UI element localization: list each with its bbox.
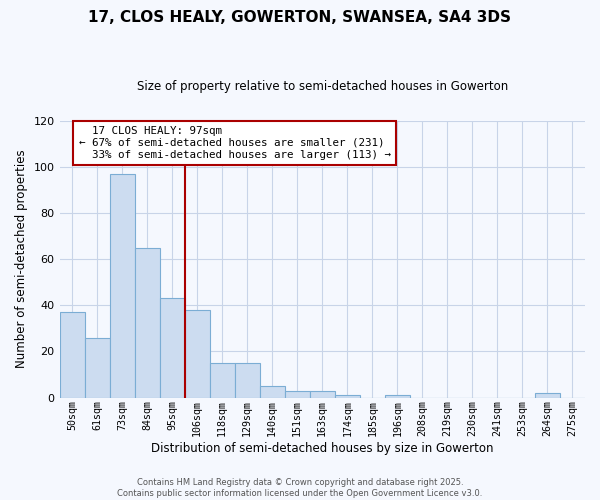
- Text: 17, CLOS HEALY, GOWERTON, SWANSEA, SA4 3DS: 17, CLOS HEALY, GOWERTON, SWANSEA, SA4 3…: [89, 10, 511, 25]
- Bar: [185, 310, 209, 398]
- Bar: [335, 396, 360, 398]
- Title: Size of property relative to semi-detached houses in Gowerton: Size of property relative to semi-detach…: [137, 80, 508, 93]
- Bar: [285, 390, 310, 398]
- Text: Contains HM Land Registry data © Crown copyright and database right 2025.
Contai: Contains HM Land Registry data © Crown c…: [118, 478, 482, 498]
- Bar: [209, 363, 235, 398]
- Bar: [310, 390, 335, 398]
- Text: 17 CLOS HEALY: 97sqm
← 67% of semi-detached houses are smaller (231)
  33% of se: 17 CLOS HEALY: 97sqm ← 67% of semi-detac…: [79, 126, 391, 160]
- Bar: [160, 298, 185, 398]
- Bar: [535, 393, 560, 398]
- Bar: [134, 248, 160, 398]
- Bar: [85, 338, 110, 398]
- Bar: [59, 312, 85, 398]
- Bar: [260, 386, 285, 398]
- Bar: [110, 174, 134, 398]
- Y-axis label: Number of semi-detached properties: Number of semi-detached properties: [15, 150, 28, 368]
- Bar: [385, 396, 410, 398]
- Bar: [235, 363, 260, 398]
- X-axis label: Distribution of semi-detached houses by size in Gowerton: Distribution of semi-detached houses by …: [151, 442, 494, 455]
